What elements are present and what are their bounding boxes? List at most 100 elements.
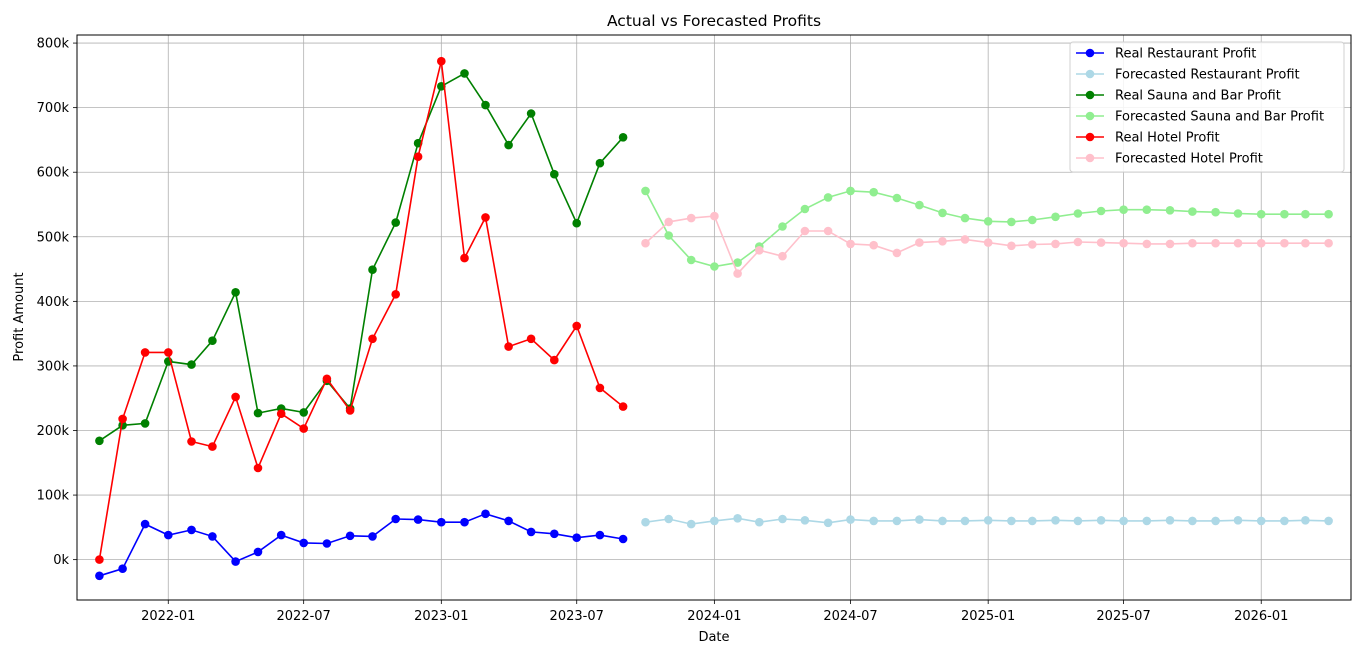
data-point: [253, 408, 263, 418]
x-tick-label: 2025-07: [1096, 609, 1150, 624]
data-point: [641, 238, 650, 248]
data-point: [504, 140, 513, 150]
data-point: [1007, 516, 1016, 526]
plot-series: [95, 56, 1333, 581]
data-point: [846, 515, 855, 524]
legend-item: Real Hotel Profit: [1076, 131, 1220, 146]
data-point: [550, 355, 559, 365]
data-point: [686, 519, 696, 529]
y-tick-label: 200k: [37, 424, 70, 439]
y-tick-label: 0k: [53, 553, 69, 568]
data-point: [413, 152, 423, 161]
data-point: [869, 516, 878, 526]
x-tick-label: 2024-07: [823, 609, 877, 624]
data-point: [1211, 516, 1220, 526]
x-tick-label: 2023-01: [414, 609, 468, 624]
y-tick-label: 500k: [37, 230, 70, 245]
data-point: [1233, 238, 1243, 248]
y-tick-label: 300k: [37, 359, 70, 374]
data-point: [1188, 207, 1197, 216]
data-point: [572, 321, 581, 331]
legend-item: Real Restaurant Profit: [1076, 47, 1256, 62]
data-point: [1233, 516, 1243, 525]
series-2: [95, 69, 628, 446]
data-point: [1256, 516, 1266, 526]
data-point: [938, 237, 947, 246]
y-tick-label: 600k: [37, 166, 70, 181]
data-point: [95, 436, 104, 446]
data-point: [95, 571, 104, 581]
data-point: [1007, 217, 1016, 227]
data-point: [253, 547, 263, 557]
data-point: [368, 334, 377, 344]
data-point: [1165, 516, 1175, 525]
legend-label: Real Sauna and Bar Profit: [1115, 89, 1281, 104]
axes: 0k 100k 200k 300k 400k 500k 600k 700k 800k 2022-0…: [37, 37, 1289, 624]
data-point: [1096, 238, 1106, 247]
data-point: [299, 538, 309, 548]
data-point: [1256, 238, 1266, 248]
data-point: [550, 169, 559, 179]
legend-label: Forecasted Hotel Profit: [1115, 152, 1263, 167]
data-point: [618, 133, 628, 142]
data-point: [800, 516, 810, 525]
data-point: [983, 238, 993, 247]
data-point: [892, 193, 902, 203]
legend-marker: [1085, 132, 1095, 142]
data-point: [1165, 239, 1175, 249]
legend-label: Forecasted Restaurant Profit: [1115, 68, 1300, 83]
data-point: [800, 226, 810, 236]
series-0: [95, 509, 628, 581]
legend-item: Forecasted Restaurant Profit: [1076, 68, 1300, 83]
data-point: [1233, 209, 1243, 218]
data-point: [641, 186, 650, 196]
data-point: [208, 532, 217, 541]
data-point: [572, 218, 581, 228]
x-tick-label: 2022-01: [141, 609, 195, 624]
data-point: [322, 374, 332, 384]
data-point: [118, 564, 127, 573]
data-point: [1256, 209, 1266, 219]
data-point: [164, 530, 173, 540]
data-point: [1280, 516, 1289, 526]
data-point: [846, 239, 855, 249]
data-point: [618, 534, 628, 544]
data-point: [1324, 238, 1333, 248]
data-point: [869, 240, 878, 250]
legend-marker: [1085, 69, 1095, 79]
data-point: [526, 527, 536, 537]
x-axis-label: Date: [698, 630, 729, 645]
y-tick-label: 100k: [37, 489, 70, 504]
data-point: [276, 530, 286, 540]
data-point: [664, 231, 673, 240]
data-point: [391, 290, 401, 299]
data-point: [733, 269, 742, 278]
data-point: [664, 514, 673, 524]
data-point: [1119, 238, 1128, 248]
y-axis-label: Profit Amount: [12, 272, 27, 361]
data-point: [437, 517, 446, 527]
data-point: [504, 516, 513, 526]
data-point: [664, 217, 673, 227]
data-point: [1280, 238, 1289, 248]
legend-label: Real Hotel Profit: [1115, 131, 1220, 146]
data-point: [140, 419, 150, 428]
data-point: [164, 348, 173, 357]
grid: [77, 35, 1351, 600]
data-point: [187, 437, 196, 446]
data-point: [253, 463, 263, 473]
data-point: [823, 193, 833, 202]
data-point: [231, 557, 240, 566]
data-point: [140, 519, 150, 529]
data-point: [391, 514, 401, 524]
data-point: [733, 514, 742, 523]
data-point: [504, 342, 513, 351]
data-point: [778, 514, 787, 524]
data-point: [846, 186, 855, 196]
data-point: [1165, 206, 1175, 215]
data-point: [915, 200, 924, 210]
data-point: [187, 360, 196, 369]
data-point: [1142, 516, 1152, 526]
data-point: [526, 334, 536, 344]
